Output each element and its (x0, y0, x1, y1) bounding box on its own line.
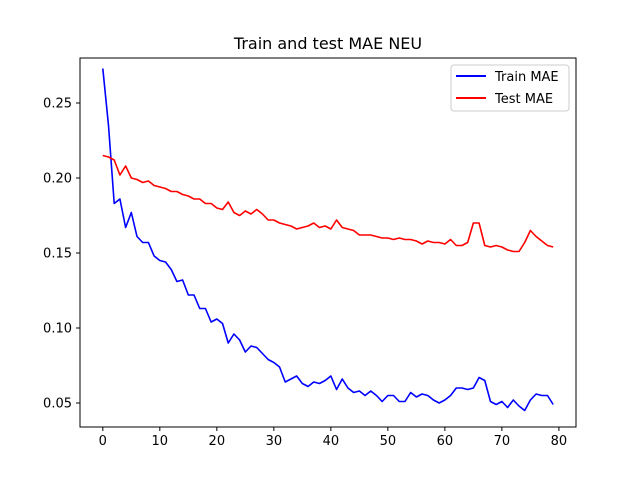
y-tick-label: 0.15 (43, 247, 72, 262)
x-tick-label: 40 (323, 434, 340, 449)
x-tick-label: 70 (494, 434, 511, 449)
series-line-train-mae (102, 68, 554, 412)
x-tick-label: 60 (437, 434, 454, 449)
x-tick-label: 10 (152, 434, 169, 449)
y-axis: 0.05 0.10 0.15 0.20 0.25 (43, 97, 80, 412)
x-tick-label: 30 (266, 434, 283, 449)
x-tick-label: 0 (99, 434, 107, 449)
y-tick-label: 0.05 (43, 397, 72, 412)
legend: Train MAE Test MAE (450, 64, 570, 112)
chart-title: Train and test MAE NEU (233, 34, 422, 53)
y-tick-label: 0.25 (43, 97, 72, 112)
x-tick-label: 50 (380, 434, 397, 449)
series-lines (102, 68, 554, 412)
x-axis: 0 10 20 30 40 50 60 70 80 (99, 427, 568, 449)
plot-area-frame (79, 57, 577, 428)
y-tick-label: 0.20 (43, 172, 72, 187)
x-tick-label: 80 (551, 434, 568, 449)
y-tick-label: 0.10 (43, 322, 72, 337)
x-tick-label: 20 (209, 434, 226, 449)
series-line-test-mae (102, 154, 554, 253)
legend-label-test: Test MAE (494, 92, 553, 107)
legend-label-train: Train MAE (494, 70, 559, 85)
